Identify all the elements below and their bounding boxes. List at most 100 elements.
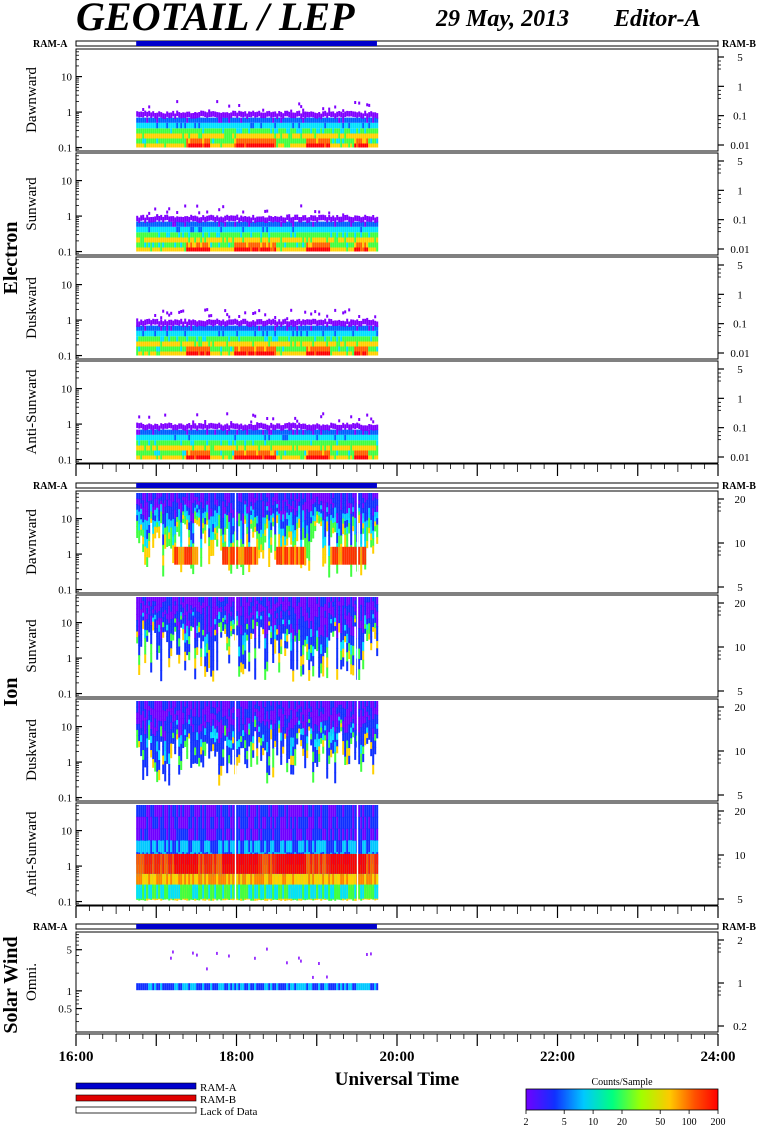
right-tick-label: 0.1 [733, 423, 747, 435]
right-tick-label: 0.01 [730, 140, 749, 152]
right-tick-label: 1 [737, 978, 743, 990]
colorbar-tick-label: 5 [562, 1117, 567, 1128]
spectrogram-cells [136, 204, 379, 252]
right-tick-label: 1 [737, 185, 743, 197]
right-tick-label: 5 [737, 156, 743, 168]
right-tick-label: 1 [737, 81, 743, 93]
panel-solar-wind-omni: 0.5 1 5 2 1 0.2 Omni. [24, 931, 747, 1033]
spectrogram-cells [136, 804, 379, 904]
y-axis-label: Dawnward [24, 67, 40, 133]
x-axis: 16:00 18:00 20:00 22:00 24:00 Universal … [59, 1049, 736, 1090]
panel-electron-duskward: 0.1 1 10 5 1 0.1 0.01 Duskward [24, 256, 750, 363]
y-tick-label: 0.1 [58, 689, 72, 701]
y-axis-label: Dawnward [24, 509, 40, 575]
right-tick-label: 0.1 [733, 111, 747, 123]
ram-a-bar [136, 41, 377, 46]
right-tick-label: 20 [735, 702, 747, 714]
y-tick-label: 10 [61, 722, 73, 734]
y-tick-label: 0.5 [58, 1004, 72, 1016]
figure-title: GEOTAIL / LEP [76, 0, 355, 39]
right-tick-label: 20 [735, 494, 747, 506]
x-tick-label: 24:00 [701, 1049, 736, 1065]
figure-editor: Editor-A [613, 6, 701, 32]
y-tick-label: 1 [67, 757, 73, 769]
ram-strip-electron: RAM-A RAM-B [33, 39, 756, 50]
panel-ion-duskward: 0.1 1 10 20 10 5 Duskward [24, 698, 747, 805]
legend-swatch-ram-b [75, 1094, 197, 1102]
panel-ion-sunward: 0.1 1 10 20 10 5 Sunward [24, 594, 747, 701]
right-tick-label: 20 [735, 598, 747, 610]
right-tick-label: 0.01 [730, 348, 749, 360]
legend-label-ram-a: RAM-A [200, 1082, 237, 1094]
y-tick-label: 10 [61, 826, 73, 838]
right-tick-label: 5 [737, 364, 743, 376]
y-axis-label: Duskward [24, 719, 40, 781]
right-tick-label: 0.2 [733, 1021, 747, 1033]
right-tick-label: 0.01 [730, 244, 749, 256]
ram-b-label: RAM-B [722, 922, 756, 933]
group-label-electron: Electron [0, 222, 22, 295]
spectrogram-cells [136, 308, 379, 356]
right-tick-label: 2 [737, 935, 743, 947]
y-tick-label: 10 [61, 176, 73, 188]
x-tick-label: 16:00 [59, 1049, 94, 1065]
y-tick-label: 1 [67, 419, 73, 431]
right-tick-label: 5 [737, 260, 743, 272]
y-tick-label: 1 [67, 986, 73, 998]
y-tick-label: 0.1 [58, 143, 72, 155]
y-tick-label: 1 [67, 549, 73, 561]
legend-label-ram-b: RAM-B [200, 1094, 236, 1106]
y-tick-label: 0.1 [58, 897, 72, 909]
ram-b-label: RAM-B [722, 39, 756, 50]
ram-a-label: RAM-A [33, 39, 68, 50]
right-tick-label: 5 [737, 894, 743, 906]
x-axis-ticks [75, 1033, 719, 1046]
right-tick-label: 0.1 [733, 215, 747, 227]
y-tick-label: 1 [67, 653, 73, 665]
right-tick-label: 10 [735, 746, 747, 758]
y-tick-label: 0.1 [58, 351, 72, 363]
legend: RAM-A RAM-B Lack of Data [75, 1082, 258, 1118]
right-tick-label: 0.1 [733, 319, 747, 331]
y-tick-label: 1 [67, 315, 73, 327]
right-tick-label: 10 [735, 850, 747, 862]
y-axis-label: Omni. [24, 963, 40, 1001]
right-tick-label: 5 [737, 790, 743, 802]
panel-ion-dawnward: 0.1 1 10 20 10 5 Dawnward [24, 490, 747, 597]
ram-a-label: RAM-A [33, 481, 68, 492]
y-tick-label: 1 [67, 107, 73, 119]
colorbar-tick-label: 10 [588, 1117, 598, 1128]
right-tick-label: 1 [737, 393, 743, 405]
x-tick-label: 22:00 [540, 1049, 575, 1065]
colorbar-title: Counts/Sample [591, 1077, 653, 1088]
y-axis-label: Duskward [24, 277, 40, 339]
colorbar-tick-label: 2 [524, 1117, 529, 1128]
ram-a-label: RAM-A [33, 922, 68, 933]
y-tick-label: 10 [61, 514, 73, 526]
right-tick-label: 10 [735, 642, 747, 654]
colorbar-tick-label: 20 [617, 1117, 627, 1128]
y-tick-label: 10 [61, 618, 73, 630]
colorbar: Counts/Sample 2 5 10 20 50 100 200 [524, 1077, 726, 1128]
colorbar-gradient [525, 1088, 719, 1111]
group-label-solar-wind: Solar Wind [0, 936, 22, 1033]
ram-strip-solar-wind: RAM-A RAM-B [33, 922, 756, 933]
legend-label-lack-of-data: Lack of Data [200, 1106, 258, 1118]
legend-swatch-lack-of-data [75, 1106, 197, 1114]
right-tick-label: 5 [737, 686, 743, 698]
y-tick-label: 10 [61, 72, 73, 84]
y-tick-label: 10 [61, 384, 73, 396]
x-axis-ticks [75, 463, 719, 476]
ram-b-label: RAM-B [722, 481, 756, 492]
y-axis-label: Sunward [24, 177, 40, 231]
y-tick-label: 0.1 [58, 585, 72, 597]
colorbar-tick-label: 200 [711, 1117, 726, 1128]
ram-a-bar [136, 924, 377, 929]
group-label-ion: Ion [0, 678, 22, 707]
spectrogram-cells [136, 412, 379, 460]
legend-swatch-ram-a [75, 1082, 197, 1090]
spectrogram-cells [136, 492, 379, 592]
y-tick-label: 1 [67, 211, 73, 223]
y-tick-label: 0.1 [58, 793, 72, 805]
